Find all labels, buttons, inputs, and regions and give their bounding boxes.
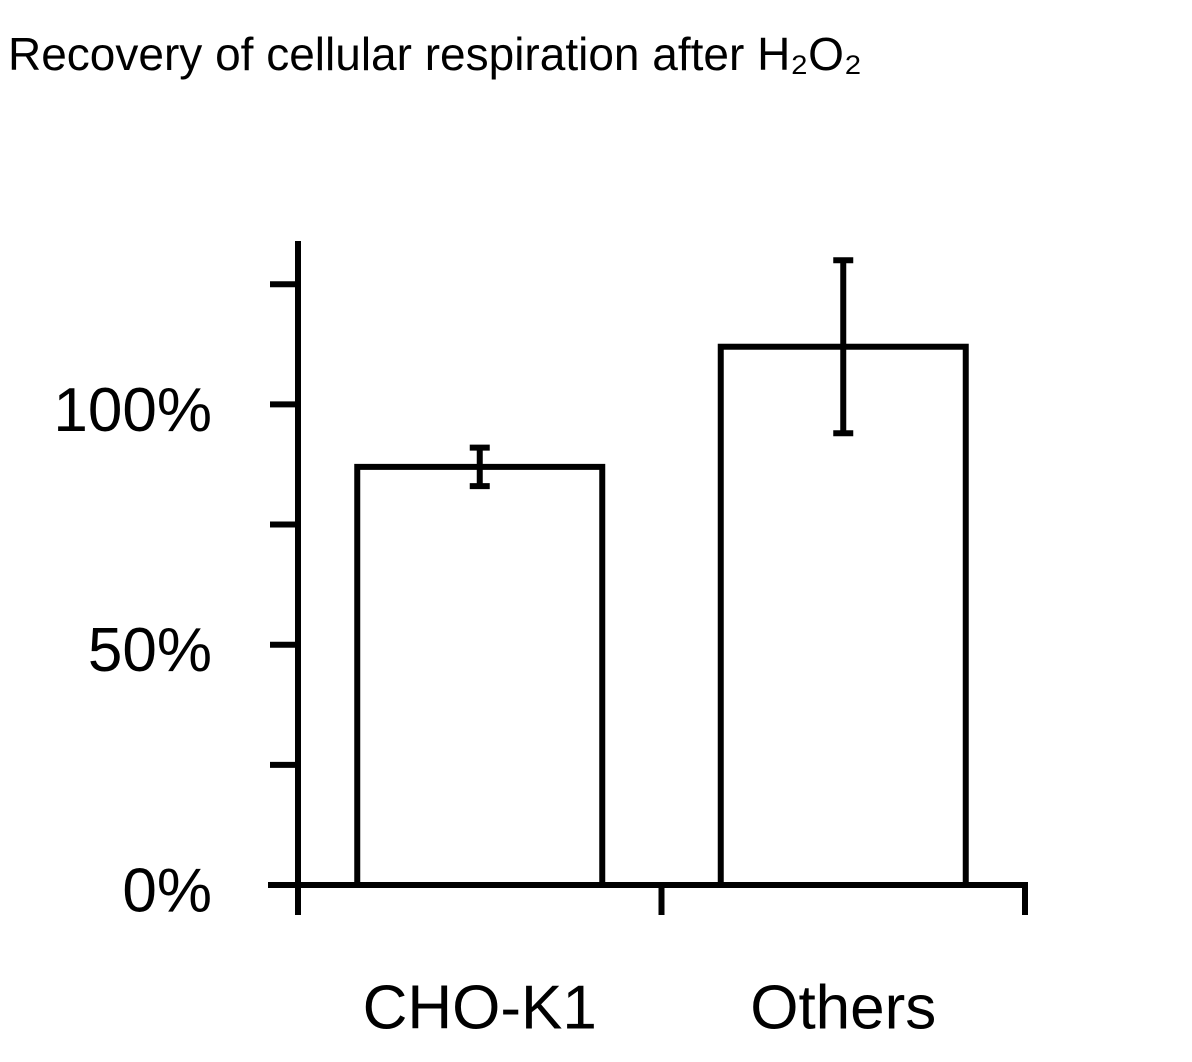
bar — [717, 343, 969, 889]
error-bar — [833, 257, 854, 437]
y-tick-label: 0% — [122, 856, 212, 925]
x-tick-label: CHO-K1 — [363, 973, 597, 1042]
chart-title: Recovery of cellular respiration after H… — [8, 28, 862, 80]
x-tick-label: Others — [750, 973, 936, 1042]
y-tick-label: 50% — [88, 616, 212, 685]
y-tick-label: 100% — [53, 376, 212, 445]
bar — [354, 463, 606, 888]
error-bar — [469, 444, 490, 490]
